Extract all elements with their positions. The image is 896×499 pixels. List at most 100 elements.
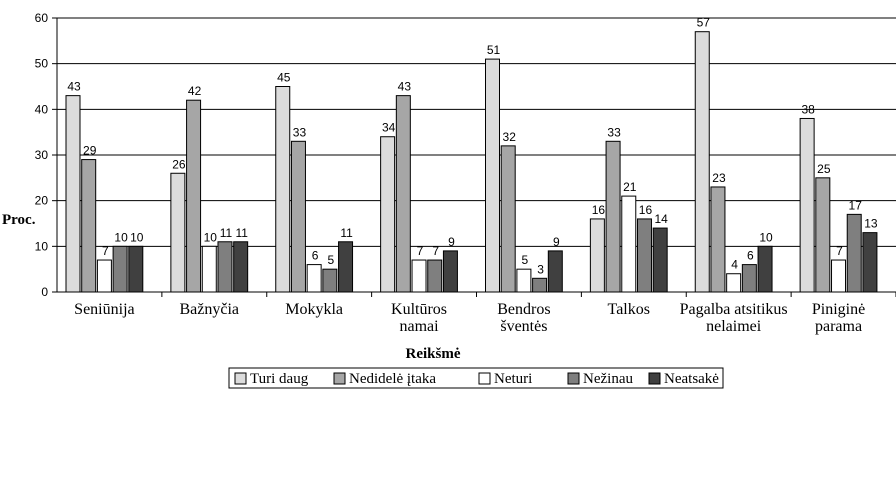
bar-1-4 [380,136,396,293]
data-label: 29 [83,144,97,158]
data-label: 7 [432,244,439,258]
data-label: 43 [67,80,81,94]
data-label: 7 [836,244,843,258]
bar-2-4 [395,95,411,293]
category-label: Bažnyčia [180,301,240,318]
bars [65,31,878,293]
category-label: Seniūnija [74,301,134,318]
bar-3-8 [831,259,847,293]
data-label: 45 [277,71,291,85]
bar-3-6 [621,195,637,293]
bar-2-6 [605,140,621,293]
bar-2-1 [81,159,97,293]
data-label: 10 [114,230,128,244]
legend: Turi daug Nedidelė įtaka Neturi Nežinau Neat… [228,367,724,389]
data-label: 17 [849,198,863,212]
bar-5-4 [442,250,458,293]
legend-label: Nedidelė įtaka [349,371,436,387]
data-label: 26 [172,157,186,171]
data-label: 32 [503,130,517,144]
category-label: Bendros šventės [497,301,550,335]
bar-3-7 [726,273,742,293]
data-label: 7 [417,244,424,258]
bar-1-6 [589,218,605,293]
bar-5-2 [233,241,249,293]
bar-1-1 [65,95,81,293]
bar-3-1 [96,259,112,293]
bar-1-2 [170,172,186,293]
bar-2-7 [710,186,726,293]
y-tick-label: 30 [35,148,49,162]
y-tick-label: 10 [35,239,49,253]
data-label: 25 [817,162,831,176]
category-label: Kultūros namai [391,301,447,335]
bar-1-3 [275,86,291,293]
bar-4-7 [741,264,757,293]
data-label: 10 [130,230,144,244]
y-axis-title: Proc. [2,212,36,228]
legend-label: Turi daug [250,371,309,387]
data-label: 11 [340,226,353,240]
data-label: 14 [654,212,668,226]
bar-3-4 [411,259,427,293]
data-label: 5 [328,253,335,267]
data-label: 10 [759,230,773,244]
data-label: 51 [487,43,501,57]
data-label: 9 [553,235,560,249]
bar-3-3 [306,264,322,293]
data-label: 16 [639,203,653,217]
y-tick-label: 50 [35,57,49,71]
y-tick-label: 20 [35,194,49,208]
data-label: 11 [235,226,248,240]
bar-5-7 [757,245,773,293]
bar-2-3 [290,140,306,293]
bar-4-3 [322,268,338,293]
data-label: 7 [102,244,109,258]
bar-4-4 [427,259,443,293]
axes [52,17,896,297]
legend-swatch [567,372,580,385]
bar-5-3 [338,241,354,293]
data-label: 3 [537,262,544,276]
y-tick-label: 0 [41,285,48,299]
bar-5-5 [547,250,563,293]
bar-5-6 [652,227,668,293]
data-label: 6 [312,249,319,263]
legend-swatch [234,372,247,385]
y-tick-label: 60 [35,11,49,25]
bar-3-2 [201,245,217,293]
bar-2-5 [500,145,516,293]
bar-4-2 [217,241,233,293]
data-label: 13 [864,217,878,231]
legend-label: Neatsakė [664,371,719,387]
legend-label: Neturi [494,371,532,387]
category-label: Piniginė parama [812,301,865,335]
legend-box [228,367,724,389]
bar-1-5 [485,58,500,293]
bar-4-1 [112,245,128,293]
category-label: Mokykla [285,301,343,318]
bar-1-7 [694,31,710,293]
bar-2-2 [186,99,202,293]
data-label: 5 [522,253,529,267]
data-label: 34 [382,121,396,135]
legend-swatch [478,372,491,385]
legend-swatch [333,372,346,385]
bar-3-5 [516,268,532,293]
bar-4-8 [846,213,862,293]
data-label: 38 [801,102,815,116]
data-label: 4 [731,258,738,272]
data-label: 23 [712,171,726,185]
data-label: 21 [623,180,637,194]
data-label: 42 [188,84,202,98]
data-label: 6 [747,249,754,263]
data-label: 9 [448,235,455,249]
legend-label: Nežinau [583,371,633,387]
x-axis-title: Reikšmė [406,346,461,362]
bar-1-8 [799,117,815,293]
data-label: 10 [204,230,218,244]
data-label: 33 [607,125,621,139]
bar-4-5 [532,277,548,293]
